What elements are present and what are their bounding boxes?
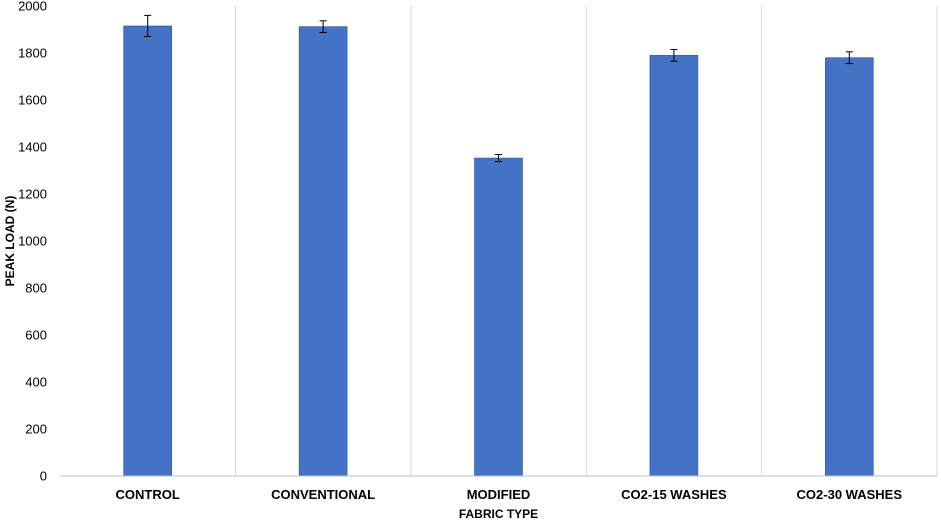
x-axis-title: FABRIC TYPE [459,507,538,521]
y-tick-label: 1600 [18,93,47,108]
x-tick-label: CO2-15 WASHES [621,487,727,502]
bar-conventional [298,26,348,477]
error-bar [495,154,502,163]
bar-co2-30-washes [824,57,874,477]
bar-modified [474,157,523,477]
y-axis-title: PEAK LOAD (N) [3,196,17,287]
y-tick-label: 200 [25,422,47,437]
y-tick-label: 2000 [18,0,47,14]
error-bar [670,48,678,62]
error-bars [144,14,853,163]
y-tick-label: 1200 [18,187,47,202]
y-axis-tick-labels: 0 200 400 600 800 1000 1200 1400 1600 1800 2000 [18,0,47,484]
x-axis-category-labels: CONTROL CONVENTIONAL MODIFIED CO2-15 WASHES… [116,487,903,502]
y-tick-label: 1800 [18,46,47,61]
bar-control [123,25,172,477]
x-tick-label: CONVENTIONAL [271,487,375,502]
x-tick-label: MODIFIED [467,487,531,502]
y-tick-label: 400 [25,375,47,390]
bars [123,25,874,477]
y-tick-label: 1000 [18,234,47,249]
y-tick-label: 1400 [18,140,47,155]
category-separators [234,6,938,476]
bar-co2-15-washes [649,55,699,477]
x-tick-label: CO2-30 WASHES [797,487,903,502]
error-bar [144,14,152,38]
error-bar [319,20,327,34]
y-tick-label: 800 [25,281,47,296]
error-bar [845,51,853,65]
y-tick-label: 600 [25,328,47,343]
x-tick-label: CONTROL [116,487,180,502]
y-tick-label: 0 [40,469,47,484]
